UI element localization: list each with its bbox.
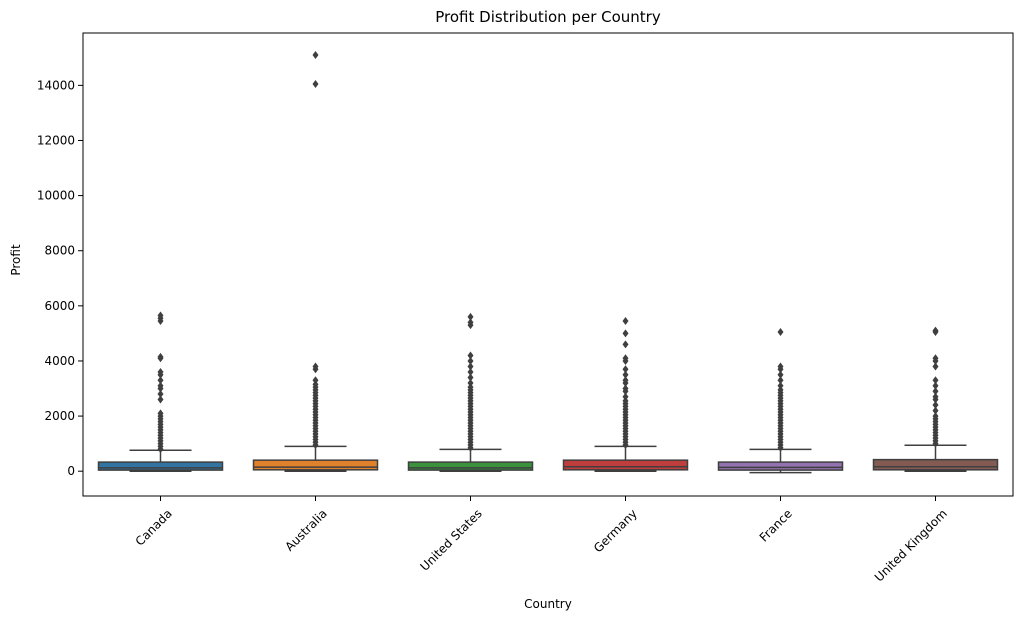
outlier-point [932, 326, 939, 335]
x-tick-label: United Kingdom [872, 506, 950, 584]
outlier-point [312, 380, 319, 389]
outlier-point [932, 387, 939, 396]
outlier-point [777, 328, 784, 337]
outlier-point [622, 392, 629, 401]
outlier-point [467, 362, 474, 371]
outlier-point [467, 379, 474, 388]
outlier-point [932, 392, 939, 401]
y-axis-label: Profit [9, 244, 23, 276]
y-tick-label: 10000 [37, 189, 75, 203]
y-tick-label: 12000 [37, 133, 75, 147]
outlier-point [157, 409, 164, 418]
outlier-point [312, 51, 319, 60]
plot-frame [82, 32, 1014, 497]
outlier-point [157, 352, 164, 361]
x-tick-label: France [757, 506, 795, 544]
outlier-point [467, 367, 474, 376]
outlier-point [467, 318, 474, 327]
outlier-point [622, 396, 629, 405]
y-tick-label: 14000 [37, 78, 75, 92]
outlier-point [622, 384, 629, 393]
box-germany [562, 459, 689, 471]
outlier-point [622, 316, 629, 325]
outlier-point [777, 370, 784, 379]
x-tick-label: United States [417, 506, 484, 573]
outlier-point [932, 381, 939, 390]
box-united-kingdom [872, 458, 999, 471]
outlier-point [932, 354, 939, 363]
outlier-point [622, 376, 629, 385]
outlier-point [467, 356, 474, 365]
outlier-point [622, 354, 629, 363]
outlier-point [467, 383, 474, 392]
outlier-point [312, 362, 319, 371]
outlier-point [157, 395, 164, 404]
outlier-point [157, 311, 164, 320]
x-tick-label: Germany [591, 506, 640, 555]
box-australia [252, 459, 379, 471]
outlier-point [777, 376, 784, 385]
outlier-point [777, 362, 784, 371]
y-tick-label: 2000 [44, 409, 75, 423]
plot-area: 0 2000 4000 6000 8000 10000 12000 14000 Canada Au… [37, 51, 999, 584]
outlier-point [622, 329, 629, 338]
outlier-point [622, 370, 629, 379]
x-tick-label: Canada [133, 506, 175, 548]
box-france [717, 461, 844, 471]
outlier-point [932, 362, 939, 371]
outlier-point [312, 376, 319, 385]
y-tick-label: 6000 [44, 299, 75, 313]
y-tick-label: 0 [67, 464, 75, 478]
box-canada [97, 461, 224, 471]
outlier-point [932, 376, 939, 385]
outlier-point [312, 79, 319, 88]
outlier-point [932, 412, 939, 421]
x-axis-label: Country [524, 597, 572, 611]
x-tick-label: Australia [282, 506, 329, 553]
outlier-point [467, 373, 474, 382]
outlier-point [157, 367, 164, 376]
y-tick-label: 8000 [44, 244, 75, 258]
box-united-states [407, 461, 534, 471]
outlier-point [622, 340, 629, 349]
outlier-point [622, 365, 629, 374]
outlier-point [157, 381, 164, 390]
outlier-point [777, 381, 784, 390]
outlier-point [932, 401, 939, 410]
outlier-point [157, 390, 164, 399]
outlier-point [932, 406, 939, 415]
outlier-point [777, 385, 784, 394]
outlier-point [467, 312, 474, 321]
outlier-point [157, 376, 164, 385]
chart-title: Profit Distribution per Country [435, 8, 661, 26]
y-tick-label: 4000 [44, 354, 75, 368]
outlier-point [467, 351, 474, 360]
